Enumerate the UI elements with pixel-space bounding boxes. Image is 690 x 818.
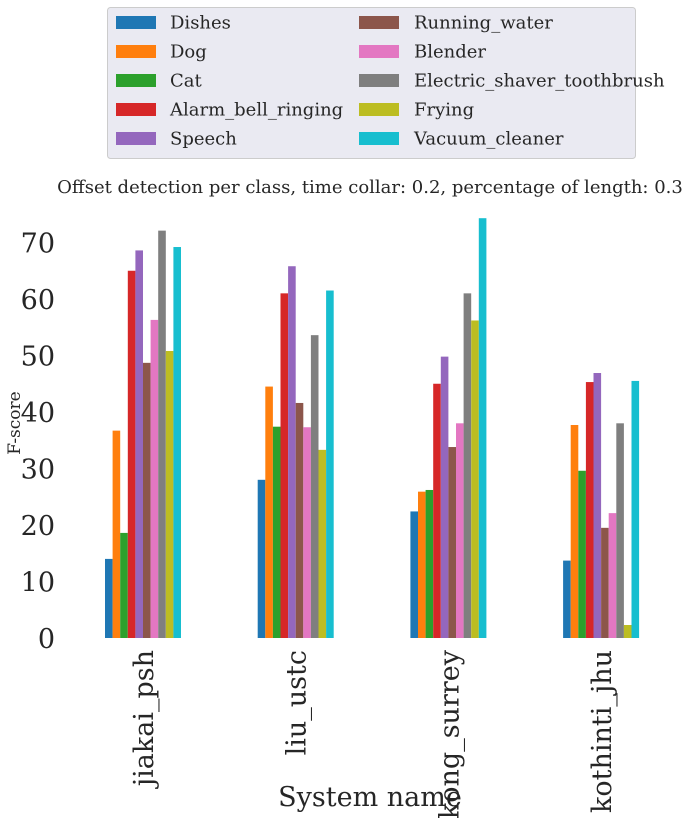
bar-blender-jiakai-psh [150, 319, 159, 638]
y-tick-label: 50 [21, 342, 55, 373]
bar-dog-kong-surrey [418, 491, 426, 638]
bar-vacuum-cleaner-liu-ustc [326, 290, 334, 638]
bar-speech-kothinti-jhu [593, 373, 602, 638]
legend-swatch [116, 103, 156, 116]
legend-label: Speech [170, 129, 237, 150]
bar-vacuum-cleaner-kothinti-jhu [631, 380, 640, 638]
bar-frying-jiakai-psh [165, 350, 174, 638]
x-tick-label: kong_surrey [434, 649, 465, 818]
y-tick-label: 70 [21, 229, 55, 260]
legend: Dishes Dog Cat Alarm_bell_ringing Speech Runn… [107, 7, 665, 159]
legend-swatch [359, 103, 399, 116]
legend-label: Vacuum_cleaner [413, 129, 564, 150]
legend-label: Dog [170, 42, 207, 63]
legend-label: Alarm_bell_ringing [169, 100, 343, 121]
legend-swatch [116, 45, 156, 58]
bar-running-water-kothinti-jhu [601, 527, 609, 638]
legend-swatch [116, 132, 156, 145]
x-axis-label: System name [278, 782, 462, 813]
y-tick-label: 30 [21, 455, 55, 486]
bar-alarm-bell-ringing-kothinti-jhu [585, 382, 594, 638]
legend-swatch [359, 74, 399, 87]
bar-cat-kong-surrey [425, 489, 434, 638]
bar-blender-kothinti-jhu [608, 513, 617, 638]
y-tick-label: 20 [21, 511, 55, 542]
y-tick-label: 0 [38, 624, 55, 655]
legend-swatch [359, 132, 399, 145]
bar-dog-liu-ustc [265, 386, 273, 638]
x-tick-label: liu_ustc [282, 650, 313, 755]
y-tick-label: 60 [21, 285, 55, 316]
y-tick-label: 10 [21, 568, 55, 599]
legend-swatch [359, 45, 399, 58]
x-tick-label: jiakai_psh [129, 650, 160, 789]
legend-label: Cat [170, 71, 203, 92]
bar-dishes-jiakai-psh [105, 558, 113, 638]
legend-label: Frying [414, 100, 474, 121]
bar-blender-kong-surrey [456, 423, 464, 638]
legend-label: Blender [414, 42, 486, 63]
legend-label: Electric_shaver_toothbrush [414, 71, 665, 92]
legend-label: Dishes [170, 13, 231, 34]
bars [105, 218, 640, 638]
legend-items: Dishes Dog Cat Alarm_bell_ringing Speech Runn… [116, 13, 665, 150]
bar-electric-shaver-toothbrush-jiakai-psh [158, 230, 166, 638]
bar-frying-kong-surrey [471, 320, 479, 638]
bar-speech-liu-ustc [288, 266, 296, 638]
bar-speech-kong-surrey [440, 356, 449, 638]
bar-running-water-jiakai-psh [143, 362, 151, 638]
bar-electric-shaver-toothbrush-kothinti-jhu [616, 423, 624, 638]
bar-cat-jiakai-psh [120, 532, 128, 638]
bar-dog-jiakai-psh [112, 430, 121, 638]
bar-vacuum-cleaner-kong-surrey [478, 218, 487, 638]
bar-alarm-bell-ringing-kong-surrey [433, 383, 441, 638]
bar-dog-kothinti-jhu [570, 425, 579, 638]
bar-frying-kothinti-jhu [623, 625, 632, 638]
y-tick-label: 40 [21, 398, 55, 429]
chart-title: Offset detection per class, time collar:… [57, 177, 683, 198]
legend-swatch [116, 16, 156, 29]
bar-dishes-kong-surrey [410, 511, 418, 638]
y-axis-ticks: 0 10 20 30 40 50 60 70 [21, 229, 55, 656]
bar-alarm-bell-ringing-liu-ustc [280, 293, 289, 638]
bar-dishes-liu-ustc [257, 479, 266, 638]
bar-alarm-bell-ringing-jiakai-psh [127, 270, 136, 638]
x-axis-ticks: jiakai_psh liu_ustc kong_surrey kothinti_jh… [129, 649, 618, 818]
bar-speech-jiakai-psh [135, 250, 143, 638]
bar-frying-liu-ustc [318, 449, 327, 638]
x-tick-label: kothinti_jhu [587, 650, 618, 813]
y-axis-label: F-score [5, 391, 25, 454]
bar-running-water-kong-surrey [448, 447, 456, 638]
bar-dishes-kothinti-jhu [563, 560, 571, 638]
bar-electric-shaver-toothbrush-liu-ustc [310, 335, 319, 638]
bar-blender-liu-ustc [303, 427, 311, 638]
bar-electric-shaver-toothbrush-kong-surrey [463, 293, 472, 638]
bar-running-water-liu-ustc [295, 402, 304, 638]
bar-cat-liu-ustc [272, 426, 281, 638]
legend-swatch [359, 16, 399, 29]
legend-swatch [116, 74, 156, 87]
bar-cat-kothinti-jhu [578, 470, 586, 638]
legend-label: Running_water [414, 13, 553, 34]
bar-vacuum-cleaner-jiakai-psh [173, 247, 181, 638]
